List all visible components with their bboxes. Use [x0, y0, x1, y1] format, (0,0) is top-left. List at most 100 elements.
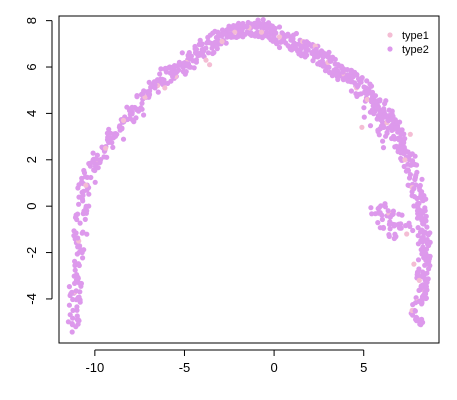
point-type2: [375, 129, 381, 135]
point-type2: [374, 105, 381, 111]
point-type2: [226, 23, 232, 29]
point-type2: [412, 153, 418, 159]
point-type2: [204, 40, 210, 46]
point-type2: [92, 179, 98, 185]
point-type2: [280, 37, 287, 43]
point-type2: [76, 201, 82, 207]
point-type2: [375, 210, 382, 216]
point-type2: [406, 175, 413, 181]
point-type2: [388, 123, 394, 130]
point-type2: [418, 190, 424, 196]
point-type2: [410, 227, 416, 234]
point-type2: [183, 69, 189, 75]
point-type1: [276, 34, 283, 40]
point-type2: [419, 176, 425, 182]
point-type2: [424, 261, 431, 267]
point-type2: [348, 88, 354, 94]
point-type2: [424, 224, 430, 230]
point-type2: [369, 107, 375, 113]
point-type2: [380, 145, 387, 151]
point-type2: [355, 76, 362, 82]
point-type2: [417, 194, 423, 200]
point-type2: [193, 57, 199, 63]
point-type2: [191, 65, 197, 71]
point-type2: [76, 280, 82, 286]
point-type2: [101, 154, 107, 160]
point-type2: [389, 127, 395, 133]
point-type2: [415, 257, 422, 263]
point-type2: [415, 203, 421, 209]
point-type2: [335, 76, 341, 83]
y-tick-label: 4: [24, 110, 39, 117]
point-type2: [340, 69, 346, 75]
point-type2: [252, 31, 258, 37]
point-type2: [72, 280, 78, 286]
point-type1: [162, 85, 168, 91]
point-type2: [75, 294, 81, 301]
point-type2: [185, 53, 191, 59]
point-type2: [271, 34, 277, 41]
point-type2: [425, 232, 431, 238]
point-type2: [332, 56, 338, 63]
point-type1: [103, 145, 109, 151]
point-type2: [260, 17, 266, 23]
point-type2: [334, 71, 340, 77]
point-type2: [134, 94, 140, 100]
y-tick-label: 6: [24, 63, 39, 70]
point-type2: [171, 64, 177, 70]
point-type2: [345, 78, 351, 84]
point-type2: [184, 61, 190, 67]
y-tick-label: 8: [24, 17, 39, 24]
y-tick-label: 0: [24, 203, 39, 210]
point-type2: [364, 78, 370, 84]
x-tick-label: -10: [85, 360, 104, 375]
y-tick-label: -4: [24, 293, 39, 305]
point-type2: [276, 44, 283, 51]
point-type2: [379, 216, 385, 223]
point-type2: [354, 93, 360, 99]
point-type2: [230, 23, 237, 29]
point-type2: [378, 123, 385, 129]
point-type1: [359, 124, 365, 130]
x-tick-label: 0: [270, 360, 277, 375]
point-type2: [385, 118, 392, 124]
point-type2: [399, 127, 405, 133]
point-type2: [81, 208, 87, 214]
point-type2: [120, 136, 127, 142]
point-type2: [82, 216, 88, 222]
point-type2: [169, 69, 175, 75]
point-type2: [401, 150, 407, 157]
point-type2: [397, 224, 403, 230]
point-type2: [412, 308, 418, 314]
point-type2: [285, 43, 291, 49]
point-type2: [383, 98, 389, 104]
point-type2: [377, 97, 383, 103]
point-type2: [262, 23, 268, 29]
point-type2: [392, 222, 399, 228]
point-type1: [203, 57, 209, 63]
point-type2: [303, 52, 310, 58]
point-type2: [375, 220, 381, 226]
point-type2: [69, 329, 75, 335]
point-type2: [333, 66, 339, 72]
point-type2: [423, 284, 429, 290]
point-type2: [176, 59, 182, 65]
point-type2: [416, 266, 422, 272]
point-type2: [272, 25, 278, 31]
point-type2: [84, 231, 90, 237]
point-type2: [299, 43, 305, 49]
point-type2: [394, 125, 400, 131]
point-type2: [205, 50, 211, 56]
point-type2: [72, 267, 78, 273]
point-type2: [422, 237, 428, 243]
point-type2: [75, 274, 81, 280]
point-type2: [422, 208, 428, 214]
point-type2: [77, 243, 83, 249]
point-type2: [74, 317, 80, 323]
point-type2: [73, 230, 79, 236]
point-type2: [211, 49, 217, 56]
x-tick-label: 5: [360, 360, 367, 375]
point-type2: [396, 137, 402, 143]
point-type2: [332, 61, 338, 67]
point-type2: [342, 75, 348, 81]
